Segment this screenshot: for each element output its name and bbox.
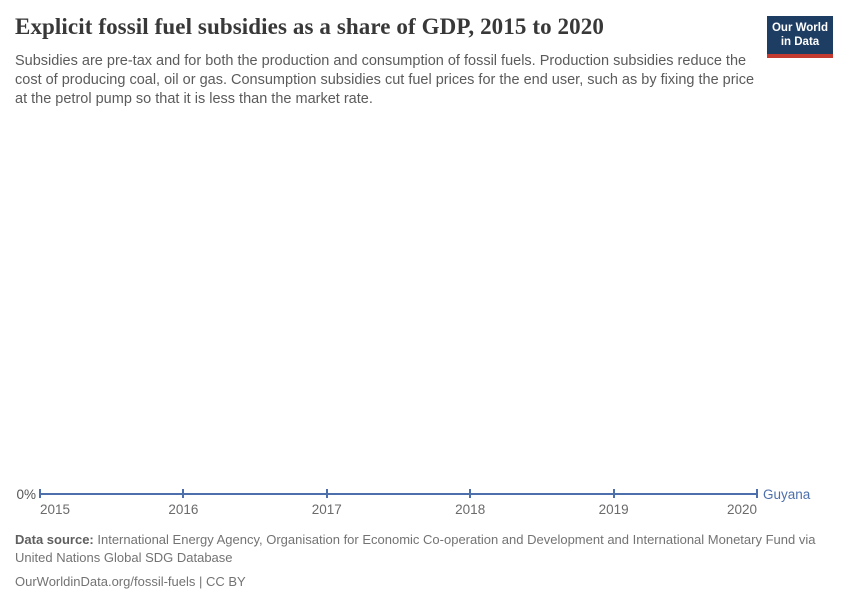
x-axis-tick-label-2015: 2015 <box>40 502 71 517</box>
chart-subtitle: Subsidies are pre-tax and for both the p… <box>15 53 755 108</box>
data-source-text: International Energy Agency, Organisatio… <box>15 532 816 566</box>
data-source-label: Data source: <box>15 532 94 547</box>
data-point-marker-2016[interactable] <box>182 489 185 498</box>
data-point-marker-2018[interactable] <box>469 489 472 498</box>
x-axis-tick-label-2017: 2017 <box>311 502 342 517</box>
chart-title: Explicit fossil fuel subsidies as a shar… <box>15 14 604 39</box>
x-axis-tick-label-2020: 2020 <box>726 502 757 517</box>
data-point-marker-2020[interactable] <box>756 489 758 498</box>
data-source-line: Data source: International Energy Agency… <box>15 531 825 568</box>
owid-logo: Our World in Data <box>767 16 833 58</box>
chart-footer: Data source: International Energy Agency… <box>15 531 825 591</box>
series-line-guyana[interactable] <box>40 493 757 495</box>
entity-label[interactable]: Guyana <box>763 487 811 502</box>
data-point-marker-2015[interactable] <box>39 489 41 498</box>
logo-text-line1: Our World <box>771 22 828 34</box>
x-axis-tick-label-2019: 2019 <box>598 502 629 517</box>
license-link[interactable]: OurWorldinData.org/fossil-fuels | CC BY <box>15 573 246 589</box>
y-axis-tick-label: 0% <box>16 487 36 502</box>
data-point-marker-2019[interactable] <box>612 489 615 498</box>
logo-text-line2: in Data <box>780 36 820 49</box>
x-axis-tick-label-2018: 2018 <box>455 502 486 517</box>
data-point-marker-2017[interactable] <box>325 489 328 498</box>
x-axis-tick-label-2016: 2016 <box>168 502 199 517</box>
